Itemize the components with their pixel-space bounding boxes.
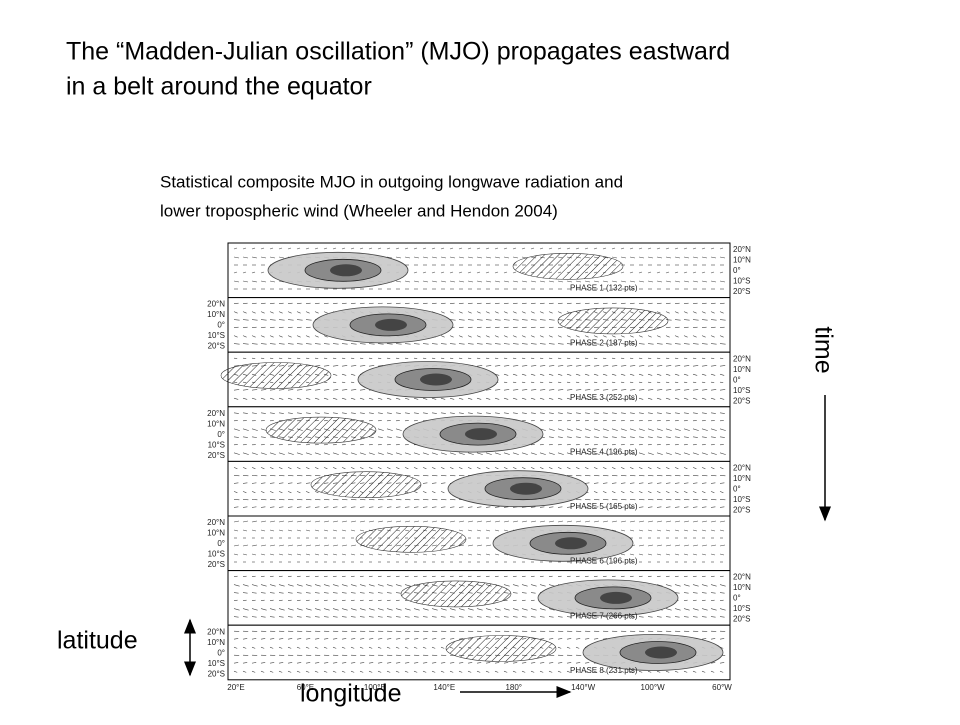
olr-anomaly-positive	[266, 417, 376, 443]
lat-label: 10°S	[733, 277, 750, 286]
lat-label: 20°S	[733, 396, 750, 405]
lat-label: 20°S	[208, 560, 225, 569]
caption-line: lower tropospheric wind (Wheeler and Hen…	[160, 201, 558, 220]
lat-label: 20°N	[207, 409, 225, 418]
phase-label: PHASE 8 (231 pts)	[570, 666, 638, 675]
lat-label: 20°S	[733, 287, 750, 296]
lat-label: 0°	[733, 375, 741, 384]
lat-label: 20°S	[733, 615, 750, 624]
phase-label: PHASE 3 (252 pts)	[570, 393, 638, 402]
lat-label: 10°S	[733, 386, 750, 395]
lat-label: 20°S	[208, 342, 225, 351]
olr-anomaly	[465, 428, 497, 440]
phase-label: PHASE 1 (132 pts)	[570, 284, 638, 293]
olr-anomaly	[375, 319, 407, 331]
olr-anomaly	[330, 264, 362, 276]
lon-label: 60°W	[712, 683, 732, 692]
olr-anomaly-positive	[558, 308, 668, 334]
time-label: time	[809, 326, 837, 373]
lat-label: 20°N	[207, 627, 225, 636]
lat-label: 10°S	[208, 659, 225, 668]
olr-anomaly-positive	[311, 472, 421, 498]
lat-label: 10°N	[207, 529, 225, 538]
lat-label: 10°N	[207, 419, 225, 428]
olr-anomaly	[510, 483, 542, 495]
lat-label: 0°	[217, 321, 225, 330]
olr-anomaly-positive	[446, 636, 556, 662]
olr-anomaly	[420, 374, 452, 386]
lon-label: 180°	[505, 683, 522, 692]
latitude-label: latitude	[57, 627, 138, 655]
lon-label: 140°W	[571, 683, 596, 692]
phase-label: PHASE 5 (165 pts)	[570, 502, 638, 511]
lat-label: 0°	[217, 430, 225, 439]
lat-label: 20°N	[207, 518, 225, 527]
olr-anomaly-positive	[513, 253, 623, 279]
phase-label: PHASE 7 (266 pts)	[570, 611, 638, 620]
title-line: in a belt around the equator	[66, 73, 372, 101]
lat-label: 20°S	[733, 506, 750, 515]
lon-label: 100°W	[641, 683, 666, 692]
lat-label: 20°N	[733, 354, 751, 363]
olr-anomaly	[600, 592, 632, 604]
lat-label: 10°N	[733, 474, 751, 483]
phase-label: PHASE 2 (187 pts)	[570, 338, 638, 347]
panel	[228, 516, 730, 571]
lat-label: 0°	[733, 266, 741, 275]
lat-label: 20°S	[208, 669, 225, 678]
lat-label: 10°S	[733, 604, 750, 613]
olr-anomaly	[645, 647, 677, 659]
lat-label: 10°N	[733, 365, 751, 374]
olr-anomaly-positive	[401, 581, 511, 607]
lat-label: 20°N	[733, 464, 751, 473]
phase-label: PHASE 4 (196 pts)	[570, 448, 638, 457]
olr-anomaly-positive	[221, 363, 331, 389]
title-line: The “Madden-Julian oscillation” (MJO) pr…	[66, 38, 730, 66]
lat-label: 10°N	[733, 583, 751, 592]
lat-label: 10°N	[207, 310, 225, 319]
longitude-label: longitude	[300, 680, 401, 708]
olr-anomaly-positive	[356, 526, 466, 552]
lat-label: 10°S	[733, 495, 750, 504]
lat-label: 20°S	[208, 451, 225, 460]
lat-label: 10°S	[208, 440, 225, 449]
olr-anomaly	[555, 537, 587, 549]
lat-label: 0°	[733, 594, 741, 603]
lat-label: 10°S	[208, 550, 225, 559]
lon-label: 140°E	[433, 683, 455, 692]
lat-label: 10°N	[733, 256, 751, 265]
lat-label: 20°N	[733, 573, 751, 582]
lat-label: 10°S	[208, 331, 225, 340]
lat-label: 20°N	[207, 300, 225, 309]
lat-label: 20°N	[733, 245, 751, 254]
caption-line: Statistical composite MJO in outgoing lo…	[160, 172, 623, 191]
figure: PHASE 1 (132 pts)20°N10°N0°10°S20°SPHASE…	[207, 243, 751, 692]
lon-label: 20°E	[227, 683, 244, 692]
lat-label: 0°	[217, 648, 225, 657]
lat-label: 10°N	[207, 638, 225, 647]
lat-label: 0°	[733, 485, 741, 494]
lat-label: 0°	[217, 539, 225, 548]
phase-label: PHASE 6 (196 pts)	[570, 557, 638, 566]
